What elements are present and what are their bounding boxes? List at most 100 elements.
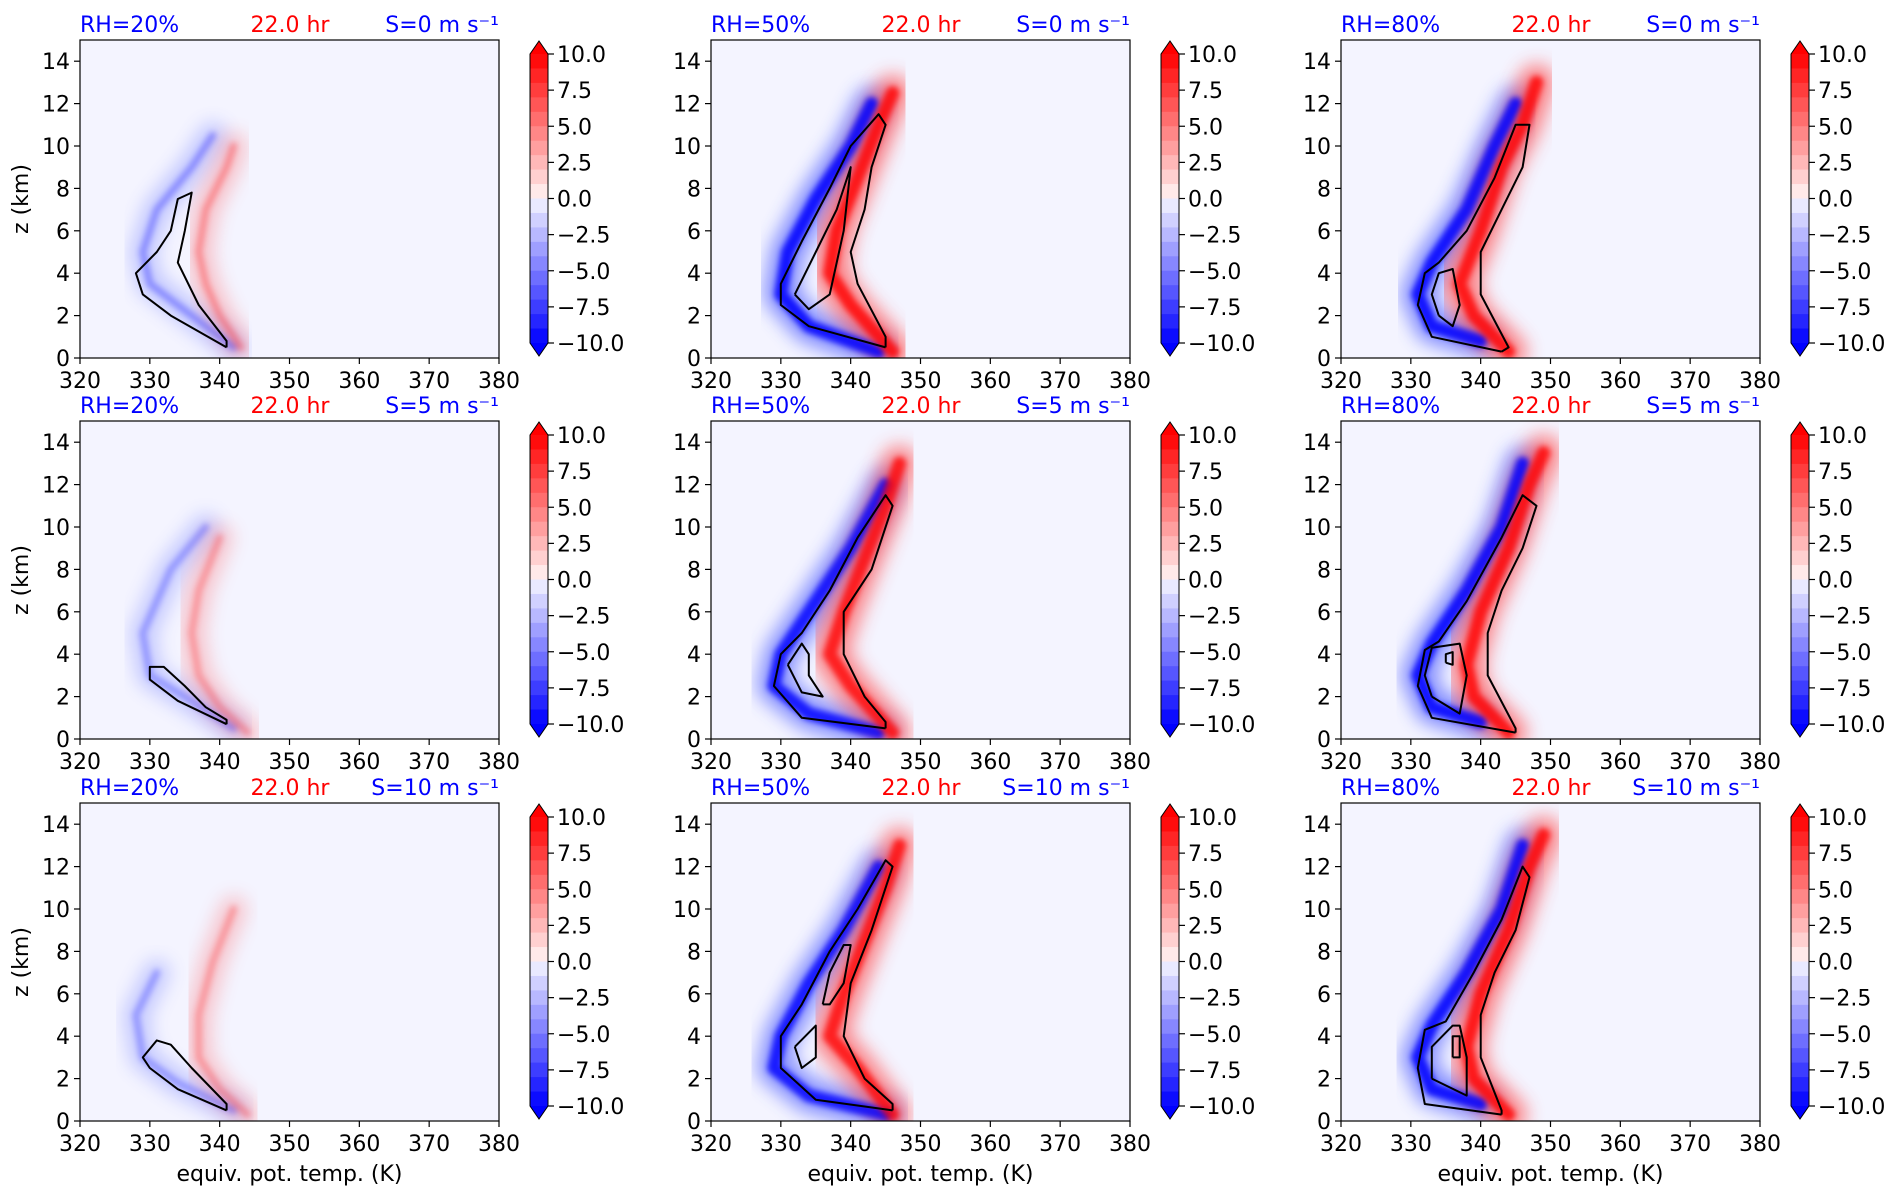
colorbar-extend-min bbox=[530, 1106, 548, 1119]
y-tick-label: 2 bbox=[56, 686, 70, 711]
anomaly-field bbox=[763, 75, 911, 358]
colorbar-swatch bbox=[1161, 256, 1179, 272]
colorbar-swatch bbox=[1791, 82, 1809, 98]
colorbar-swatch bbox=[1791, 709, 1809, 725]
colorbar-swatch bbox=[1791, 536, 1809, 552]
y-tick-label: 6 bbox=[1317, 220, 1331, 245]
colorbar-extend-max bbox=[1791, 41, 1809, 54]
x-tick-label: 370 bbox=[1669, 1132, 1711, 1157]
time-label: 22.0 hr bbox=[1512, 13, 1592, 38]
colorbar-swatch bbox=[530, 1019, 548, 1035]
colorbar-swatch bbox=[1791, 990, 1809, 1006]
colorbar-tick-label: 10.0 bbox=[1818, 43, 1867, 68]
colorbar-extend-min bbox=[1161, 724, 1179, 737]
colorbar-swatch bbox=[1161, 299, 1179, 315]
colorbar-swatch bbox=[530, 1062, 548, 1078]
colorbar-swatch bbox=[1791, 579, 1809, 595]
colorbar-swatch bbox=[530, 831, 548, 847]
colorbar-tick-label: −10.0 bbox=[1188, 1095, 1255, 1120]
y-tick-label: 4 bbox=[56, 1025, 70, 1050]
y-tick-label: 14 bbox=[673, 813, 701, 838]
colorbar-swatch bbox=[530, 860, 548, 876]
colorbar-swatch bbox=[1161, 550, 1179, 566]
contour-line bbox=[793, 1024, 817, 1069]
colorbar-extend-min bbox=[530, 724, 548, 737]
time-label: 22.0 hr bbox=[882, 394, 962, 419]
time-label: 22.0 hr bbox=[251, 13, 331, 38]
colorbar-swatch bbox=[1791, 155, 1809, 171]
y-tick-label: 12 bbox=[1303, 856, 1331, 881]
shear-label: S=10 m s⁻¹ bbox=[1002, 776, 1130, 801]
colorbar-swatch bbox=[1791, 241, 1809, 257]
y-tick-label: 8 bbox=[687, 177, 701, 202]
colorbar-swatch bbox=[1791, 212, 1809, 228]
x-tick-label: 380 bbox=[478, 750, 520, 775]
colorbar-swatch bbox=[1161, 695, 1179, 711]
colorbar-swatch bbox=[530, 97, 548, 113]
colorbar-swatch bbox=[530, 111, 548, 127]
y-tick-label: 0 bbox=[56, 347, 70, 372]
time-label: 22.0 hr bbox=[1512, 394, 1592, 419]
y-tick-label: 4 bbox=[56, 643, 70, 668]
x-tick-label: 380 bbox=[1109, 369, 1151, 394]
colorbar-swatch bbox=[1791, 608, 1809, 624]
contour-line bbox=[1416, 865, 1531, 1116]
x-axis-label: equiv. pot. temp. (K) bbox=[176, 1162, 402, 1187]
rh-label: RH=80% bbox=[1341, 394, 1440, 419]
colorbar-tick-label: −10.0 bbox=[1818, 713, 1885, 738]
y-tick-label: 8 bbox=[687, 558, 701, 583]
colorbar-extend-max bbox=[1161, 422, 1179, 435]
contour-line bbox=[772, 494, 894, 730]
x-tick-label: 380 bbox=[1109, 1132, 1151, 1157]
colorbar-swatch bbox=[1791, 256, 1809, 272]
y-tick-label: 8 bbox=[1317, 940, 1331, 965]
colorbar-tick-label: −2.5 bbox=[1188, 605, 1241, 630]
colorbar-tick-label: 5.0 bbox=[1818, 115, 1853, 140]
x-tick-label: 380 bbox=[478, 1132, 520, 1157]
y-tick-label: 8 bbox=[56, 940, 70, 965]
colorbar-tick-label: 5.0 bbox=[557, 496, 592, 521]
x-tick-label: 350 bbox=[1530, 750, 1572, 775]
x-tick-label: 380 bbox=[478, 369, 520, 394]
colorbar-swatch bbox=[1791, 1091, 1809, 1107]
colorbar-tick-label: 5.0 bbox=[1818, 878, 1853, 903]
x-tick-label: 370 bbox=[1669, 750, 1711, 775]
y-tick-label: 8 bbox=[56, 177, 70, 202]
y-tick-label: 2 bbox=[56, 305, 70, 330]
y-tick-label: 6 bbox=[56, 601, 70, 626]
colorbar-tick-label: −5.0 bbox=[1818, 641, 1871, 666]
colorbar-swatch bbox=[530, 1091, 548, 1107]
colorbar-tick-label: 10.0 bbox=[1188, 424, 1237, 449]
colorbar-swatch bbox=[530, 947, 548, 963]
colorbar: 10.0 7.5 5.0 2.5 0.0 −2.5 −5.0 −7.5 −10.0 bbox=[1160, 421, 1255, 738]
colorbar-tick-label: −7.5 bbox=[1818, 296, 1871, 321]
colorbar: 10.0 7.5 5.0 2.5 0.0 −2.5 −5.0 −7.5 −10.0 bbox=[529, 803, 624, 1120]
colorbar-extend-min bbox=[1791, 1106, 1809, 1119]
y-tick-label: 10 bbox=[673, 516, 701, 541]
colorbar-swatch bbox=[530, 212, 548, 228]
colorbar-swatch bbox=[530, 241, 548, 257]
colorbar-swatch bbox=[1161, 593, 1179, 609]
colorbar-swatch bbox=[1791, 874, 1809, 890]
colorbar-swatch bbox=[1161, 565, 1179, 581]
x-tick-label: 370 bbox=[1039, 369, 1081, 394]
colorbar-swatch bbox=[530, 435, 548, 451]
colorbar-swatch bbox=[530, 126, 548, 142]
plot-background bbox=[80, 421, 499, 739]
colorbar-swatch bbox=[1161, 1091, 1179, 1107]
colorbar-tick-label: −5.0 bbox=[557, 1023, 610, 1048]
colorbar-tick-label: 7.5 bbox=[1818, 460, 1853, 485]
colorbar-tick-label: −10.0 bbox=[557, 1095, 624, 1120]
anomaly-field bbox=[129, 514, 261, 739]
colorbar-swatch bbox=[1161, 198, 1179, 214]
colorbar-swatch bbox=[1161, 97, 1179, 113]
colorbar-swatch bbox=[1161, 68, 1179, 84]
colorbar-swatch bbox=[1161, 860, 1179, 876]
colorbar-swatch bbox=[530, 227, 548, 243]
x-tick-label: 350 bbox=[900, 369, 942, 394]
colorbar-swatch bbox=[1791, 1077, 1809, 1093]
contour-line bbox=[1451, 1035, 1461, 1059]
colorbar-swatch bbox=[1161, 680, 1179, 696]
x-tick-label: 360 bbox=[338, 1132, 380, 1157]
colorbar-swatch bbox=[530, 565, 548, 581]
